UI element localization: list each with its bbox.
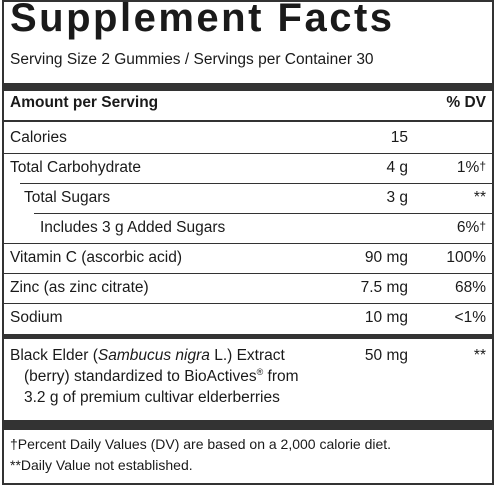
nutrient-name: Total Carbohydrate	[10, 159, 141, 176]
elder-name-line-2: (berry) standardized to BioActives® from	[24, 366, 299, 386]
nutrient-dv: **	[473, 189, 486, 206]
thick-divider	[4, 334, 492, 339]
dagger-mark: †	[479, 159, 486, 173]
row-divider	[34, 213, 492, 214]
elder-name-line-1: Black Elder (Sambucus nigra L.) Extract	[10, 347, 285, 365]
nutrient-name: Vitamin C (ascorbic acid)	[10, 249, 182, 266]
header-divider	[4, 120, 492, 122]
nutrient-name: Sodium	[10, 309, 63, 326]
nutrient-name: Includes 3 g Added Sugars	[40, 219, 226, 236]
registered-mark: ®	[256, 366, 264, 377]
row-divider	[4, 153, 492, 154]
nutrient-name: Calories	[10, 129, 67, 146]
elder-latin-name: Sambucus nigra	[97, 347, 210, 364]
row-divider	[4, 303, 492, 304]
nutrient-row-calories: Calories 15	[4, 124, 492, 153]
nutrient-row-carbohydrate: Total Carbohydrate 4 g 1%†	[4, 154, 492, 183]
footnote-not-established: **Daily Value not established.	[10, 457, 193, 473]
nutrient-amount: 7.5 mg	[360, 279, 408, 296]
elder-name-prefix: Black Elder (	[10, 347, 98, 364]
nutrient-amount: 50 mg	[364, 347, 408, 364]
dagger-mark: †	[479, 219, 486, 233]
dv-value: 1%	[456, 159, 480, 176]
nutrient-name: Total Sugars	[24, 189, 111, 206]
nutrient-row-sodium: Sodium 10 mg <1%	[4, 304, 492, 333]
nutrient-name: Zinc (as zinc citrate)	[10, 279, 149, 296]
nutrient-amount: 15	[390, 129, 408, 146]
elder-line-2-prefix: (berry) standardized to BioActives	[24, 368, 257, 385]
nutrient-amount: 90 mg	[364, 249, 408, 266]
nutrient-amount: 10 mg	[364, 309, 408, 326]
elder-line-2-suffix: from	[263, 368, 299, 385]
nutrient-dv: <1%	[454, 309, 486, 326]
panel-title: Supplement Facts	[10, 0, 395, 40]
nutrient-amount: 3 g	[386, 189, 408, 206]
nutrient-dv: **	[473, 347, 486, 364]
serving-info: Serving Size 2 Gummies / Servings per Co…	[10, 51, 374, 68]
elder-name-suffix: L.) Extract	[209, 347, 285, 364]
row-divider	[4, 243, 492, 244]
footnote-daily-value: †Percent Daily Values (DV) are based on …	[10, 436, 392, 452]
nutrient-row-added-sugars: Includes 3 g Added Sugars 6%†	[4, 214, 492, 243]
nutrient-row-black-elder-extract: Black Elder (Sambucus nigra L.) Extract …	[4, 342, 492, 422]
dv-value: 6%	[456, 219, 480, 236]
row-divider	[4, 273, 492, 274]
nutrient-dv: 1%†	[457, 159, 486, 177]
nutrient-dv: 6%†	[457, 219, 486, 237]
elder-name-line-3: 3.2 g of premium cultivar elderberries	[24, 389, 280, 406]
nutrient-dv: 100%	[446, 249, 486, 266]
nutrient-row-zinc: Zinc (as zinc citrate) 7.5 mg 68%	[4, 274, 492, 303]
nutrient-row-total-sugars: Total Sugars 3 g **	[4, 184, 492, 213]
nutrient-dv: 68%	[454, 279, 486, 296]
thick-divider	[4, 420, 492, 430]
nutrient-amount: 4 g	[386, 159, 408, 176]
row-divider	[20, 183, 492, 184]
dv-header: % DV	[446, 94, 486, 111]
nutrient-row-vitamin-c: Vitamin C (ascorbic acid) 90 mg 100%	[4, 244, 492, 273]
supplement-facts-panel: Supplement Facts Serving Size 2 Gummies …	[2, 0, 494, 485]
thick-divider	[4, 83, 492, 91]
amount-per-serving-header: Amount per Serving	[10, 94, 159, 111]
